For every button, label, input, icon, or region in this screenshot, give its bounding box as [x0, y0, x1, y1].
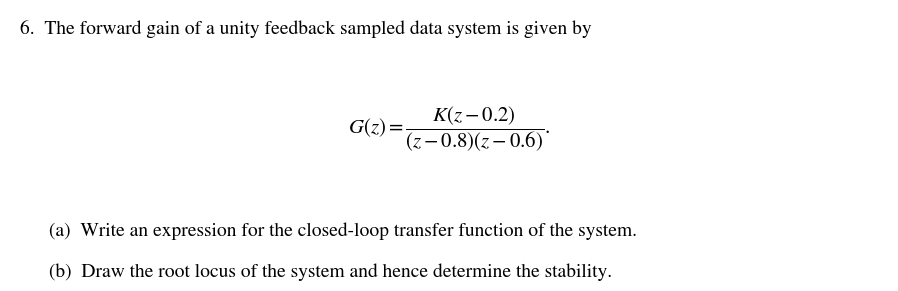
Text: (b)  Draw the root locus of the system and hence determine the stability.: (b) Draw the root locus of the system an… [49, 263, 612, 281]
Text: 6.  The forward gain of a unity feedback sampled data system is given by: 6. The forward gain of a unity feedback … [20, 20, 592, 38]
Text: (a)  Write an expression for the closed-loop transfer function of the system.: (a) Write an expression for the closed-l… [49, 223, 638, 240]
Text: $G(z) = \dfrac{K(z - 0.2)}{(z - 0.8)(z - 0.6)}.$: $G(z) = \dfrac{K(z - 0.2)}{(z - 0.8)(z -… [348, 105, 550, 154]
